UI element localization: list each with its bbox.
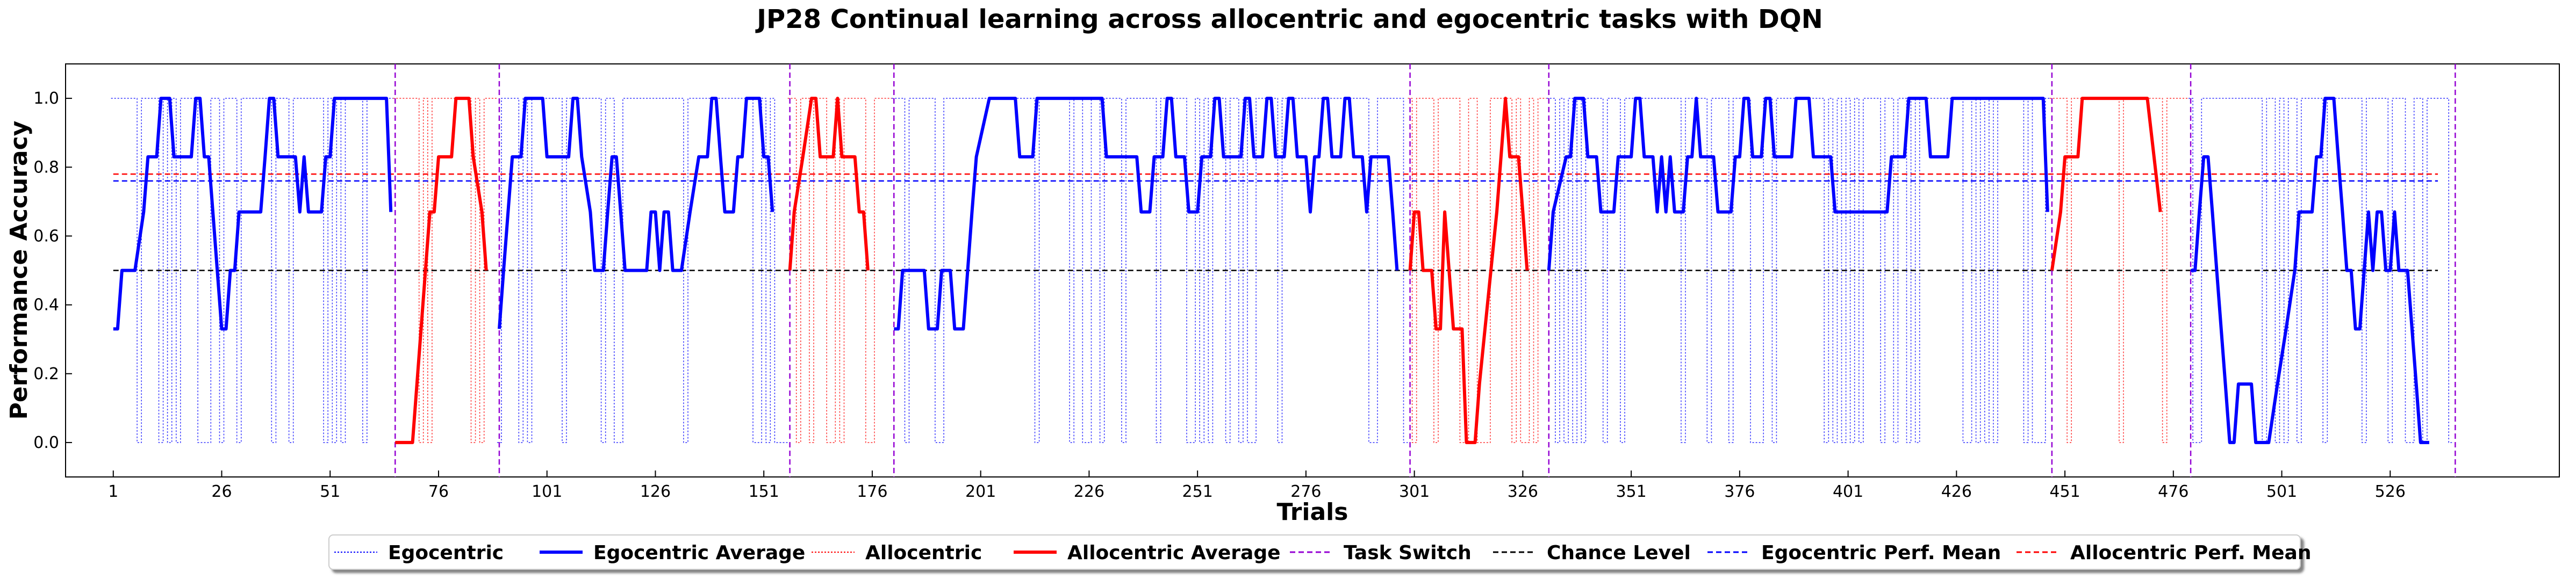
legend-box xyxy=(328,534,2301,570)
y-tick-label: 0.0 xyxy=(33,433,59,452)
y-tick-label: 0.2 xyxy=(33,365,59,383)
allocentric-raw-series xyxy=(1408,98,1547,443)
x-tick-label: 226 xyxy=(1074,482,1104,501)
x-tick-label: 176 xyxy=(857,482,887,501)
allocentric-average-series xyxy=(1408,97,1529,444)
x-tick-label: 501 xyxy=(2266,482,2297,501)
x-tick-label: 51 xyxy=(320,482,340,501)
plot-frame xyxy=(65,63,2560,477)
x-tick-label: 351 xyxy=(1616,482,1646,501)
legend-label: Allocentric Perf. Mean xyxy=(2070,542,2311,564)
x-tick-label: 401 xyxy=(1833,482,1863,501)
egocentric-average-series xyxy=(113,97,393,331)
x-axis-label: Trials xyxy=(1277,498,1348,526)
x-tick-label: 301 xyxy=(1399,482,1430,501)
x-tick-label: 426 xyxy=(1941,482,1972,501)
egocentric-average-series xyxy=(894,97,1399,331)
x-tick-label: 76 xyxy=(428,482,449,501)
legend-label: Task Switch xyxy=(1344,542,1472,564)
allocentric-raw-series xyxy=(2049,98,2189,443)
x-tick-label: 451 xyxy=(2049,482,2080,501)
legend-label: Egocentric Perf. Mean xyxy=(1761,542,2001,564)
y-axis-label: Performance Accuracy xyxy=(5,121,33,420)
allocentric-raw-series xyxy=(787,98,892,443)
x-tick-label: 201 xyxy=(965,482,996,501)
legend-label: Allocentric xyxy=(865,542,982,564)
allocentric-average-series xyxy=(395,97,488,444)
x-tick-label: 126 xyxy=(640,482,671,501)
x-tick-label: 26 xyxy=(211,482,232,501)
egocentric-raw-series xyxy=(2188,98,2453,443)
x-tick-label: 326 xyxy=(1508,482,1538,501)
legend-label: Allocentric Average xyxy=(1067,542,1281,564)
x-tick-label: 251 xyxy=(1182,482,1213,501)
chart-title: JP28 Continual learning across allocentr… xyxy=(755,4,1823,34)
egocentric-raw-series xyxy=(111,98,393,443)
x-tick-label: 526 xyxy=(2375,482,2406,501)
y-tick-label: 1.0 xyxy=(33,89,59,108)
egocentric-average-series xyxy=(2191,97,2429,444)
egocentric-raw-series xyxy=(892,98,1408,443)
x-tick-label: 151 xyxy=(749,482,779,501)
egocentric-average-series xyxy=(498,97,774,329)
x-tick-label: 1 xyxy=(108,482,118,501)
allocentric-average-series xyxy=(788,97,870,271)
x-tick-label: 101 xyxy=(532,482,562,501)
legend-label: Egocentric xyxy=(388,542,504,564)
legend-label: Egocentric Average xyxy=(593,542,805,564)
plot-area: 1 26 51 76 101 126 151 176 201 226 251 276 301 326 351… xyxy=(33,63,2560,501)
allocentric-average-series xyxy=(2050,97,2162,271)
y-tick-label: 0.6 xyxy=(33,227,59,245)
legend-label: Chance Level xyxy=(1547,542,1691,564)
egocentric-average-series xyxy=(1547,97,2049,271)
y-tick-label: 0.8 xyxy=(33,158,59,177)
y-tick-label: 0.4 xyxy=(33,296,59,315)
legend: Egocentric Egocentric Average Allocentric A… xyxy=(328,534,2311,570)
allocentric-raw-series xyxy=(393,98,497,443)
x-tick-label: 476 xyxy=(2158,482,2188,501)
x-tick-label: 276 xyxy=(1290,482,1321,501)
x-tick-label: 376 xyxy=(1724,482,1755,501)
